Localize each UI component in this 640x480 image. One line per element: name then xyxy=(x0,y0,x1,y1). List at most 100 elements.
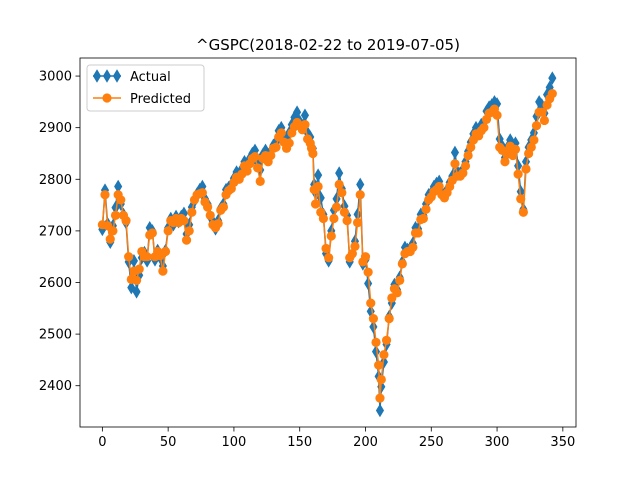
actual-point xyxy=(450,145,460,160)
predicted-point xyxy=(413,228,423,238)
predicted-point xyxy=(266,150,276,161)
predicted-point xyxy=(110,210,121,221)
actual-point xyxy=(335,166,344,180)
actual-point xyxy=(369,320,378,334)
predicted-point xyxy=(255,176,265,186)
y-tick-label: 2800 xyxy=(39,173,72,188)
legend: Actual Predicted xyxy=(86,64,205,112)
predicted-point xyxy=(329,213,339,224)
x-tick-label: 150 xyxy=(287,435,312,450)
legend-marker-predicted xyxy=(102,93,112,103)
predicted-point xyxy=(181,235,192,245)
predicted-point xyxy=(158,266,168,276)
x-tick-label: 350 xyxy=(550,435,575,450)
predicted-point xyxy=(179,215,189,226)
predicted-point xyxy=(142,252,152,262)
predicted-point xyxy=(184,226,194,236)
predicted-point xyxy=(350,241,360,251)
predicted-point xyxy=(381,335,392,345)
predicted-point xyxy=(108,226,118,236)
predicted-point xyxy=(134,264,144,274)
y-tick-label: 2500 xyxy=(39,328,72,343)
predicted-point xyxy=(121,215,131,226)
actual-point xyxy=(127,280,136,295)
predicted-point xyxy=(271,142,281,152)
predicted-point xyxy=(353,218,363,228)
predicted-point xyxy=(379,350,389,360)
predicted-point xyxy=(100,190,110,200)
actual-point xyxy=(548,71,557,85)
predicted-point xyxy=(218,202,229,212)
predicted-point xyxy=(492,110,502,120)
x-tick-label: 250 xyxy=(419,435,444,450)
predicted-point xyxy=(384,314,394,324)
y-tick-label: 2700 xyxy=(39,224,72,239)
predicted-point xyxy=(375,393,385,403)
predicted-point xyxy=(366,298,376,308)
predicted-point xyxy=(284,138,294,148)
predicted-point xyxy=(242,166,252,176)
legend-label-predicted: Predicted xyxy=(130,92,191,107)
series-predicted xyxy=(97,89,557,403)
predicted-point xyxy=(326,231,336,241)
predicted-point xyxy=(516,194,526,204)
predicted-point xyxy=(421,204,431,214)
predicted-point xyxy=(539,115,550,126)
predicted-point xyxy=(276,128,286,138)
y-tick-label: 3000 xyxy=(39,70,72,85)
predicted-point xyxy=(521,164,531,174)
axes: 0 50 100 150 200 250 300 350 2400 2500 2600 2700 280… xyxy=(39,57,577,450)
predicted-point xyxy=(160,246,171,257)
predicted-point xyxy=(310,199,321,209)
plot-area xyxy=(97,71,557,418)
predicted-point xyxy=(300,119,310,130)
predicted-point xyxy=(371,337,381,347)
predicted-point xyxy=(368,314,378,324)
predicted-point xyxy=(213,219,223,229)
predicted-point xyxy=(337,188,347,198)
predicted-point xyxy=(334,179,344,190)
predicted-point xyxy=(395,275,405,286)
x-tick-label: 300 xyxy=(485,435,510,450)
predicted-point xyxy=(203,202,213,212)
predicted-point xyxy=(397,259,407,269)
legend-label-actual: Actual xyxy=(130,70,171,85)
legend-marker-actual xyxy=(112,69,122,83)
predicted-point xyxy=(205,210,215,221)
predicted-point xyxy=(363,267,373,277)
predicted-point xyxy=(479,123,489,133)
x-tick-label: 0 xyxy=(98,435,106,450)
predicted-point xyxy=(500,157,510,167)
predicted-point xyxy=(250,151,260,162)
predicted-point xyxy=(392,288,402,298)
predicted-point xyxy=(408,242,418,253)
predicted-point xyxy=(318,213,328,224)
predicted-point xyxy=(466,142,476,152)
predicted-point xyxy=(434,181,444,192)
predicted-point xyxy=(360,252,371,262)
predicted-point xyxy=(124,252,134,262)
x-tick-label: 200 xyxy=(353,435,378,450)
predicted-point xyxy=(510,144,521,154)
y-tick-label: 2400 xyxy=(39,379,72,394)
chart-title: ^GSPC(2018-02-22 to 2019-07-05) xyxy=(196,36,460,54)
predicted-point xyxy=(374,360,384,370)
predicted-point xyxy=(324,253,334,263)
y-tick-label: 2900 xyxy=(39,121,72,136)
predicted-point xyxy=(537,107,547,117)
predicted-point xyxy=(513,169,523,179)
predicted-point xyxy=(458,168,468,178)
predicted-point xyxy=(531,121,542,131)
axes-frame xyxy=(79,57,577,428)
predicted-point xyxy=(197,188,207,198)
predicted-point xyxy=(131,275,142,286)
actual-point xyxy=(375,403,385,418)
actual-point xyxy=(132,285,141,299)
predicted-point xyxy=(347,248,357,259)
predicted-point xyxy=(450,159,460,169)
predicted-point xyxy=(253,163,263,173)
predicted-point xyxy=(339,207,350,217)
predicted-point xyxy=(308,148,318,159)
predicted-point xyxy=(116,195,126,205)
